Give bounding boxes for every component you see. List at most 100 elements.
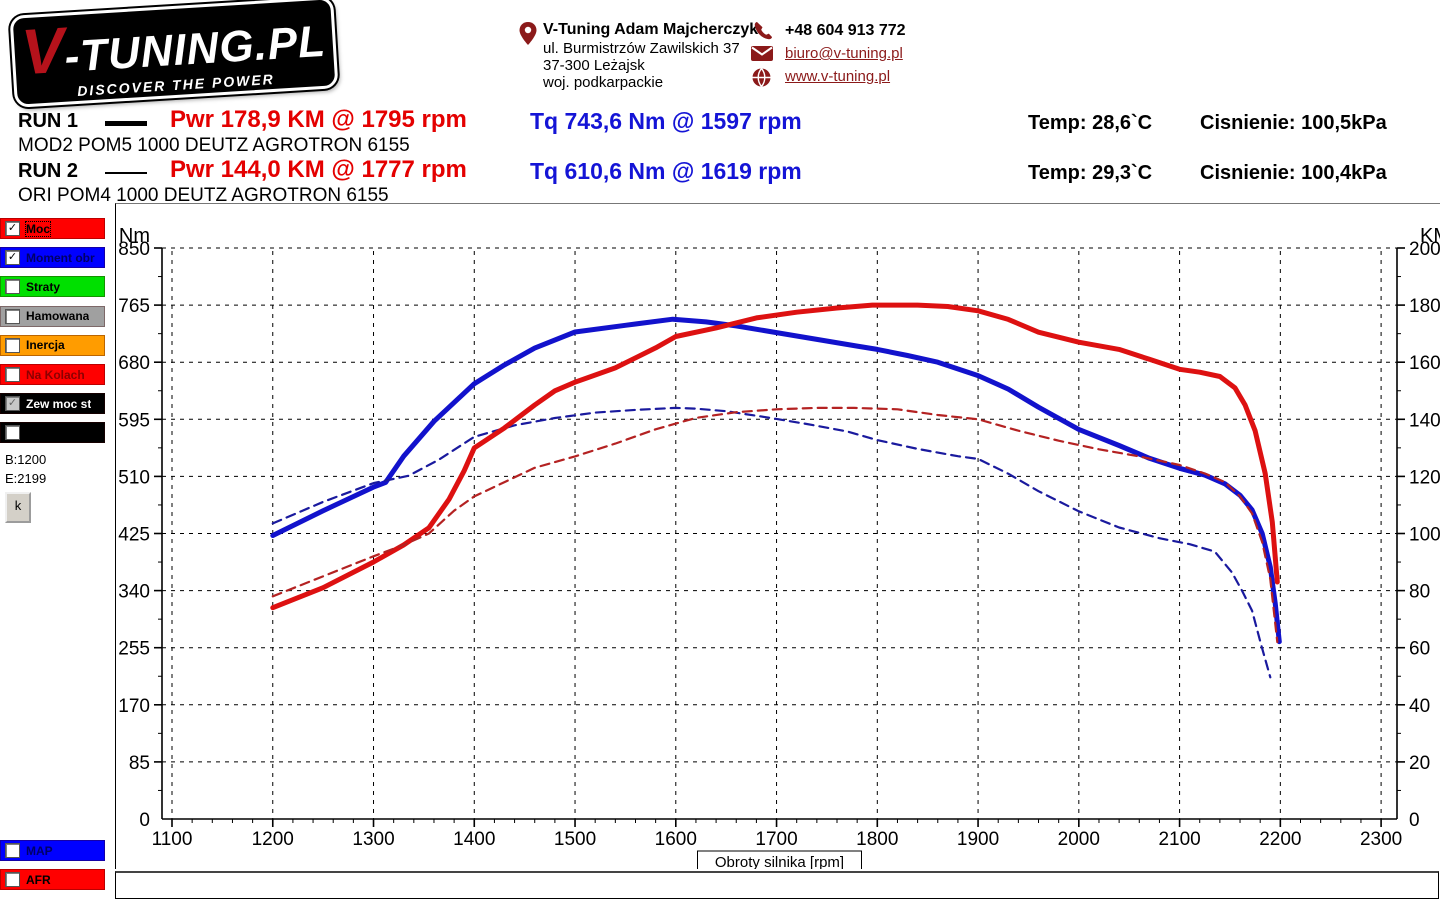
channel-label: Na Kolach xyxy=(26,367,85,382)
status-strip xyxy=(115,871,1439,899)
x-tick-label: 1300 xyxy=(352,829,394,850)
left-tick-label: 425 xyxy=(118,525,150,546)
contact-address-2: 37-300 Leżajsk xyxy=(543,57,645,74)
x-tick-label: 1800 xyxy=(856,829,898,850)
channel-checkbox[interactable] xyxy=(5,279,20,295)
right-tick-label: 60 xyxy=(1409,639,1430,660)
run1-vehicle: MOD2 POM5 1000 DEUTZ AGROTRON 6155 xyxy=(18,135,410,156)
v-tuning-logo: V-TUNING.PL DISCOVER THE POWER xyxy=(9,0,339,108)
x-tick-label: 2000 xyxy=(1058,829,1100,850)
run1-torque-value: Tq 743,6 Nm @ 1597 rpm xyxy=(530,108,802,134)
phone-icon xyxy=(754,22,772,40)
channel-inercja[interactable]: Inercja xyxy=(0,334,105,356)
left-tick-label: 850 xyxy=(118,239,150,260)
channel-checkbox[interactable] xyxy=(5,367,20,382)
dyno-chart: 1100 1200 1300 1400 1500 1600 1700 1800 1900 2000… xyxy=(118,225,1440,874)
run1-temp: Temp: 28,6`C xyxy=(1028,112,1153,134)
left-tick-label: 765 xyxy=(118,296,150,317)
channel-label: Moment obr xyxy=(26,250,95,265)
svg-text:0: 0 xyxy=(1409,810,1420,831)
channel-label: Zew moc st xyxy=(26,396,92,411)
channel-moc[interactable]: ✓ Moc xyxy=(0,218,105,239)
channel-checkbox[interactable] xyxy=(5,308,20,324)
x-tick-label: 1900 xyxy=(957,829,999,850)
x-tick-label: 2100 xyxy=(1158,829,1200,850)
right-tick-label: 140 xyxy=(1409,410,1440,431)
channel-checkbox[interactable] xyxy=(5,872,20,887)
channel-checkbox[interactable] xyxy=(5,337,20,353)
run2-vehicle: ORI POM4 1000 DEUTZ AGROTRON 6155 xyxy=(18,185,389,206)
channel-label: Inercja xyxy=(26,338,65,353)
run1-line-sample xyxy=(105,121,147,126)
run2-torque-value: Tq 610,6 Nm @ 1619 rpm xyxy=(530,158,802,184)
channel-blank[interactable] xyxy=(0,422,105,444)
svg-text:0: 0 xyxy=(139,810,150,831)
channel-checkbox[interactable]: ✓ xyxy=(5,396,20,412)
left-tick-label: 510 xyxy=(118,467,150,488)
right-tick-label: 20 xyxy=(1409,753,1430,774)
channel-label: Hamowana xyxy=(26,309,90,324)
channel-checkbox[interactable]: ✓ xyxy=(5,221,20,236)
left-tick-label: 85 xyxy=(129,753,150,774)
right-tick-label: 100 xyxy=(1409,525,1440,546)
channel-label: AFR xyxy=(26,872,51,887)
right-tick-label: 180 xyxy=(1409,296,1440,317)
channel-label: Straty xyxy=(26,279,61,294)
left-tick-label: 680 xyxy=(118,353,150,374)
contact-email-link[interactable]: biuro@v-tuning.pl xyxy=(785,45,903,62)
k-button[interactable]: k xyxy=(5,492,31,523)
channel-moment-obr[interactable]: ✓ Moment obr xyxy=(0,247,105,269)
contact-name: V-Tuning Adam Majcherczyk xyxy=(543,21,759,38)
contact-website-link[interactable]: www.v-tuning.pl xyxy=(785,68,891,85)
right-tick-label: 40 xyxy=(1409,696,1430,717)
logo-letter-v: V xyxy=(19,13,67,89)
run1-label: RUN 1 xyxy=(18,110,79,132)
left-tick-label: 340 xyxy=(118,582,150,603)
channel-hamowana[interactable]: Hamowana xyxy=(0,305,105,327)
channel-checkbox[interactable]: ✓ xyxy=(5,250,20,266)
x-tick-label: 1400 xyxy=(453,829,495,850)
x-tick-label: 1600 xyxy=(655,829,697,850)
chart-panel: 1100 1200 1300 1400 1500 1600 1700 1800 1900 2000… xyxy=(115,203,1440,874)
run2-temp: Temp: 29,3`C xyxy=(1028,162,1153,184)
channel-label: Moc xyxy=(25,220,51,237)
aux-channel-map[interactable]: MAP xyxy=(0,840,105,861)
left-axis-title: Nm xyxy=(119,225,150,247)
contact-address-3: woj. podkarpackie xyxy=(543,74,664,91)
logo-wordmark: V-TUNING.PL xyxy=(19,13,328,89)
run1-pressure: Cisnienie: 100,5kPa xyxy=(1200,112,1387,134)
left-tick-label: 595 xyxy=(118,410,150,431)
location-pin-icon xyxy=(519,22,537,45)
globe-icon xyxy=(752,68,771,87)
run2-line-sample xyxy=(105,172,147,174)
channel-straty[interactable]: Straty xyxy=(0,276,105,298)
channel-checkbox[interactable] xyxy=(5,425,20,441)
run2-pressure: Cisnienie: 100,4kPa xyxy=(1200,162,1387,184)
channel-label: MAP xyxy=(26,843,53,858)
right-tick-label: 80 xyxy=(1409,582,1430,603)
x-axis-title: Obroty silnika [rpm] xyxy=(715,854,844,869)
x-tick-label: 2200 xyxy=(1259,829,1301,850)
channel-na-kolach[interactable]: Na Kolach xyxy=(0,364,105,385)
channel-checkbox[interactable] xyxy=(5,843,20,858)
right-tick-label: 120 xyxy=(1409,467,1440,488)
run2-power-value: Pwr 144,0 KM @ 1777 rpm xyxy=(170,156,467,183)
curve-moc-ori-run2 xyxy=(271,406,1279,644)
left-tick-label: 170 xyxy=(118,696,150,717)
begin-rpm-label: B:1200 xyxy=(5,452,47,467)
x-tick-label: 1100 xyxy=(152,829,193,850)
x-tick-label: 1500 xyxy=(554,829,596,850)
x-tick-label: 1700 xyxy=(755,829,797,850)
curve-moment-ori-run2 xyxy=(271,406,1272,679)
right-tick-label: 160 xyxy=(1409,353,1440,374)
channel-zew-moc-st[interactable]: ✓ Zew moc st xyxy=(0,393,105,415)
email-icon xyxy=(751,46,773,61)
left-tick-label: 255 xyxy=(118,639,150,660)
run2-label: RUN 2 xyxy=(18,160,79,182)
right-axis-title: KM xyxy=(1420,225,1440,247)
x-tick-label: 2300 xyxy=(1360,829,1402,850)
end-rpm-label: E:2199 xyxy=(5,471,47,486)
aux-channel-afr[interactable]: AFR xyxy=(0,869,105,890)
contact-address-1: ul. Burmistrzów Zawilskich 37 xyxy=(543,40,740,57)
